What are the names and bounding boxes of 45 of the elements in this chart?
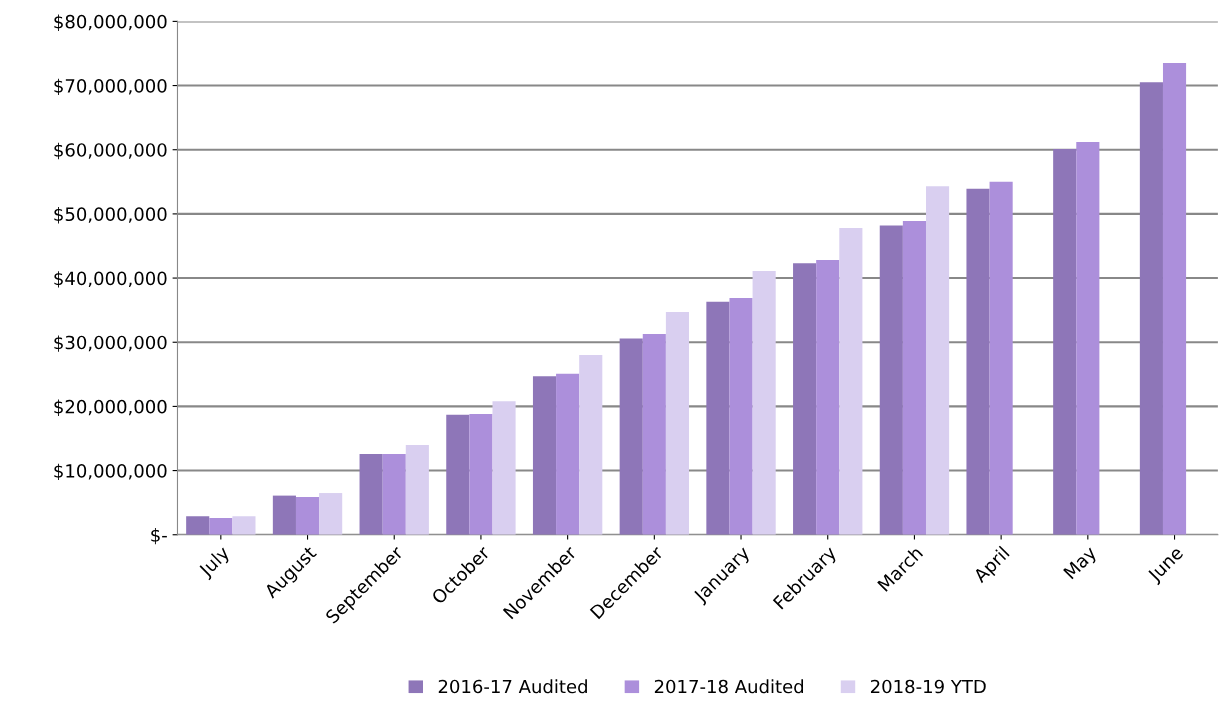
bar: [579, 355, 603, 535]
bar: [642, 333, 666, 535]
bar: [1162, 63, 1187, 535]
bar: [1076, 142, 1100, 535]
bar: [295, 496, 320, 535]
bar: [989, 181, 1013, 535]
bar: [1139, 82, 1163, 535]
bar: [469, 414, 493, 535]
bar: [446, 414, 470, 535]
bar: [532, 376, 557, 535]
bar: [232, 516, 256, 535]
bar: [1053, 149, 1077, 535]
bar: [839, 228, 863, 535]
bar: [272, 495, 296, 535]
y-tick-label: $60,000,000: [54, 142, 167, 160]
bar: [209, 518, 233, 535]
bar: [556, 373, 580, 535]
bar: [902, 220, 926, 535]
legend-label: 2018-19 YTD: [870, 679, 986, 694]
bar: [879, 225, 903, 535]
bar: [752, 271, 776, 535]
bar: [359, 453, 383, 535]
bar: [966, 188, 990, 535]
bar: [186, 516, 210, 535]
bar: [405, 444, 429, 535]
y-tick-label: $40,000,000: [54, 271, 167, 288]
bar: [706, 301, 730, 535]
y-tick-label: $-: [151, 527, 167, 545]
bar: [382, 453, 406, 535]
y-tick-label: $30,000,000: [54, 335, 167, 352]
bar: [665, 312, 690, 535]
y-tick-label: $80,000,000: [54, 14, 167, 31]
bar: [793, 263, 817, 535]
bar: [319, 493, 343, 535]
bar: [925, 186, 950, 535]
y-tick-label: $10,000,000: [54, 463, 167, 481]
y-tick-label: $50,000,000: [54, 207, 167, 224]
legend-label: 2017-18 Audited: [654, 679, 804, 694]
bar: [619, 338, 643, 535]
legend-label: 2016-17 Audited: [438, 679, 587, 694]
y-tick-label: $70,000,000: [54, 78, 167, 96]
bar: [492, 401, 516, 535]
bar: [816, 260, 840, 535]
bar: [729, 297, 753, 535]
y-tick-label: $20,000,000: [54, 399, 167, 416]
